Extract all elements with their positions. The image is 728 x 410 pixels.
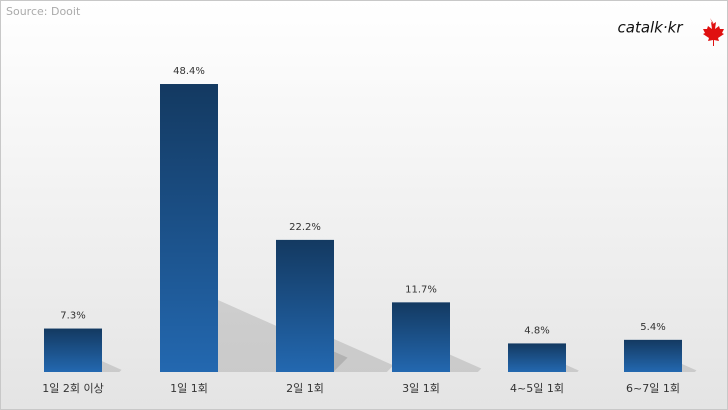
logo-leaf: [703, 18, 724, 46]
bar-shade: [160, 84, 218, 373]
value-label: 4.8%: [524, 325, 549, 336]
value-label: 7.3%: [60, 311, 85, 322]
x-tick-label: 3일 1회: [402, 381, 440, 395]
value-label: 48.4%: [173, 66, 205, 77]
value-label: 5.4%: [640, 322, 665, 333]
x-tick-label: 6~7일 1회: [626, 381, 680, 395]
bar-shadow: [566, 364, 579, 372]
bar-shade: [624, 339, 682, 372]
bar-shade: [392, 302, 450, 372]
bar-shadow: [450, 354, 482, 372]
bar-shadow: [102, 361, 122, 372]
bar-shadow: [682, 363, 697, 372]
logo-text: catalk·kr: [618, 19, 684, 37]
bar-shade: [44, 328, 102, 372]
bar-shadow: [334, 338, 394, 372]
bar-shade: [508, 343, 566, 372]
value-label: 22.2%: [289, 222, 321, 233]
x-tick-label: 4~5일 1회: [510, 381, 564, 395]
bar-shade: [276, 239, 334, 372]
x-tick-label: 1일 2회 이상: [42, 381, 103, 395]
source: Source: Dooit: [6, 5, 81, 18]
value-label: 11.7%: [405, 284, 437, 295]
x-tick-label: 1일 1회: [170, 381, 208, 395]
x-tick-label: 2일 1회: [286, 381, 324, 395]
